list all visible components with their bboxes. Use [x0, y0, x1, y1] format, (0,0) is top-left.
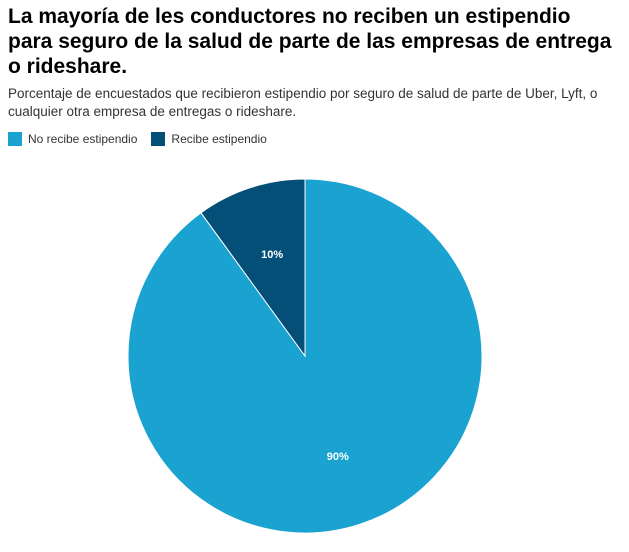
chart-header: La mayoría de les conductores no reciben… — [8, 4, 620, 121]
legend: No recibe estipendio Recibe estipendio — [8, 132, 267, 146]
pie-label-no-recibe: 90% — [327, 451, 349, 463]
pie-slice-recibe — [200, 178, 306, 358]
legend-label-no-recibe: No recibe estipendio — [28, 132, 138, 146]
pie-slice-no-recibe — [127, 178, 483, 534]
legend-label-recibe: Recibe estipendio — [171, 132, 267, 146]
chart-subtitle: Porcentaje de encuestados que recibieron… — [8, 86, 598, 119]
chart-title: La mayoría de les conductores no reciben… — [8, 5, 612, 78]
legend-item-recibe: Recibe estipendio — [151, 132, 267, 146]
legend-swatch-recibe — [151, 132, 166, 146]
legend-swatch-no-recibe — [8, 132, 22, 146]
legend-item-no-recibe: No recibe estipendio — [8, 132, 137, 146]
pie-label-recibe: 10% — [261, 249, 283, 261]
